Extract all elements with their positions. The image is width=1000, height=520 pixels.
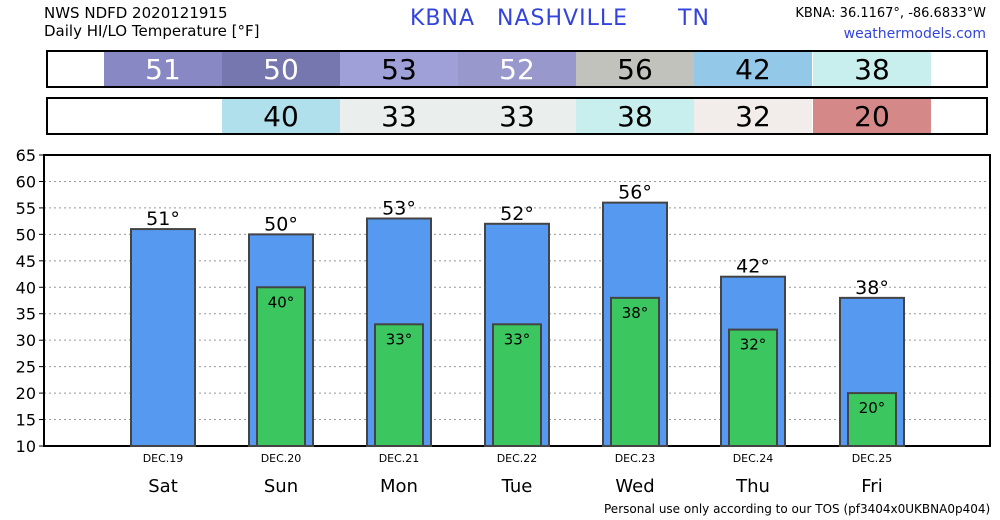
hi-bar-sat (130, 228, 196, 447)
ytick-label-30: 30 (16, 331, 36, 350)
date-label-wed: DEC.23 (615, 452, 656, 465)
lo-bar-label-fri: 20° (859, 399, 886, 417)
date-label-fri: DEC.25 (852, 452, 893, 465)
date-label-sun: DEC.20 (261, 452, 302, 465)
day-label-thu: Thu (735, 476, 770, 497)
ytick-label-20: 20 (16, 384, 36, 403)
ytick-label-50: 50 (16, 225, 36, 244)
tos-notice: Personal use only according to our TOS (… (604, 502, 991, 516)
header-info: NWS NDFD 2020121915 Daily HI/LO Temperat… (44, 4, 260, 40)
ytick-label-65: 65 (16, 146, 36, 165)
ytick-label-60: 60 (16, 172, 36, 191)
lo-bar-label-tue: 33° (504, 330, 531, 348)
ytick-label-25: 25 (16, 358, 36, 377)
hi-temp-row: 51 50 53 52 56 42 38 (46, 50, 988, 88)
lo-bar-tue (492, 323, 542, 447)
lo-temp-cell-fri: 20 (813, 99, 931, 133)
lo-bar-fri (847, 392, 897, 448)
hi-bar-label-thu: 42° (736, 256, 770, 278)
hi-temp-cell-tue: 52 (458, 52, 576, 86)
lo-temp-cell-tue: 33 (458, 99, 576, 133)
ytick-label-55: 55 (16, 199, 36, 218)
ytick-label-35: 35 (16, 305, 36, 324)
lo-bar-thu (728, 328, 778, 448)
model-run-label: NWS NDFD 2020121915 (44, 4, 228, 22)
hi-bar-label-mon: 53° (382, 197, 416, 219)
lo-bar-mon (374, 323, 424, 447)
ytick-label-15: 15 (16, 411, 36, 430)
hi-temp-cell-fri: 38 (813, 52, 931, 86)
station-state: TN (678, 6, 710, 31)
lo-bar-wed (610, 296, 660, 448)
ytick-label-40: 40 (16, 278, 36, 297)
day-label-wed: Wed (615, 476, 654, 497)
date-label-thu: DEC.24 (733, 452, 774, 465)
date-label-mon: DEC.21 (379, 452, 420, 465)
station-id: KBNA (410, 6, 476, 31)
day-label-fri: Fri (861, 476, 882, 497)
date-label-tue: DEC.22 (497, 452, 538, 465)
hi-temp-cell-wed: 56 (576, 52, 694, 86)
lo-temp-row: 40 33 33 38 32 20 (46, 97, 988, 135)
hi-temp-cell-sat: 51 (104, 52, 222, 86)
station-coords: KBNA: 36.1167°, -86.6833°W (795, 6, 986, 21)
day-label-mon: Mon (380, 476, 418, 497)
lo-bar-label-wed: 38° (622, 304, 649, 322)
hi-bar-label-sat: 51° (146, 208, 180, 230)
hi-bar-label-sun: 50° (264, 213, 298, 235)
ytick-label-10: 10 (16, 437, 36, 456)
day-label-sat: Sat (148, 476, 178, 497)
lo-bar-sun (256, 286, 306, 448)
hi-bar-label-tue: 52° (500, 203, 534, 225)
station-title: KBNA NASHVILLE TN (410, 6, 724, 31)
hi-temp-cell-sun: 50 (222, 52, 340, 86)
lo-temp-cell-sun: 40 (222, 99, 340, 133)
hi-temp-cell-mon: 53 (340, 52, 458, 86)
lo-temp-cell-thu: 32 (694, 99, 812, 133)
hi-bar-label-fri: 38° (855, 277, 889, 299)
day-label-tue: Tue (501, 476, 533, 497)
day-label-sun: Sun (264, 476, 298, 497)
site-link[interactable]: weathermodels.com (843, 26, 986, 42)
lo-temp-cell-wed: 38 (576, 99, 694, 133)
date-label-sat: DEC.19 (143, 452, 184, 465)
product-label: Daily HI/LO Temperature [°F] (44, 22, 260, 40)
ytick-label-45: 45 (16, 252, 36, 271)
header-right: KBNA: 36.1167°, -86.6833°W weathermodels… (795, 4, 986, 44)
lo-bar-label-mon: 33° (386, 330, 413, 348)
hi-bar-label-wed: 56° (618, 182, 652, 204)
hi-temp-cell-thu: 42 (694, 52, 812, 86)
lo-temp-cell-mon: 33 (340, 99, 458, 133)
lo-bar-label-sun: 40° (268, 293, 295, 311)
lo-temp-cell-sat (104, 99, 222, 133)
lo-bar-label-thu: 32° (740, 336, 767, 354)
station-city: NASHVILLE (497, 6, 628, 31)
